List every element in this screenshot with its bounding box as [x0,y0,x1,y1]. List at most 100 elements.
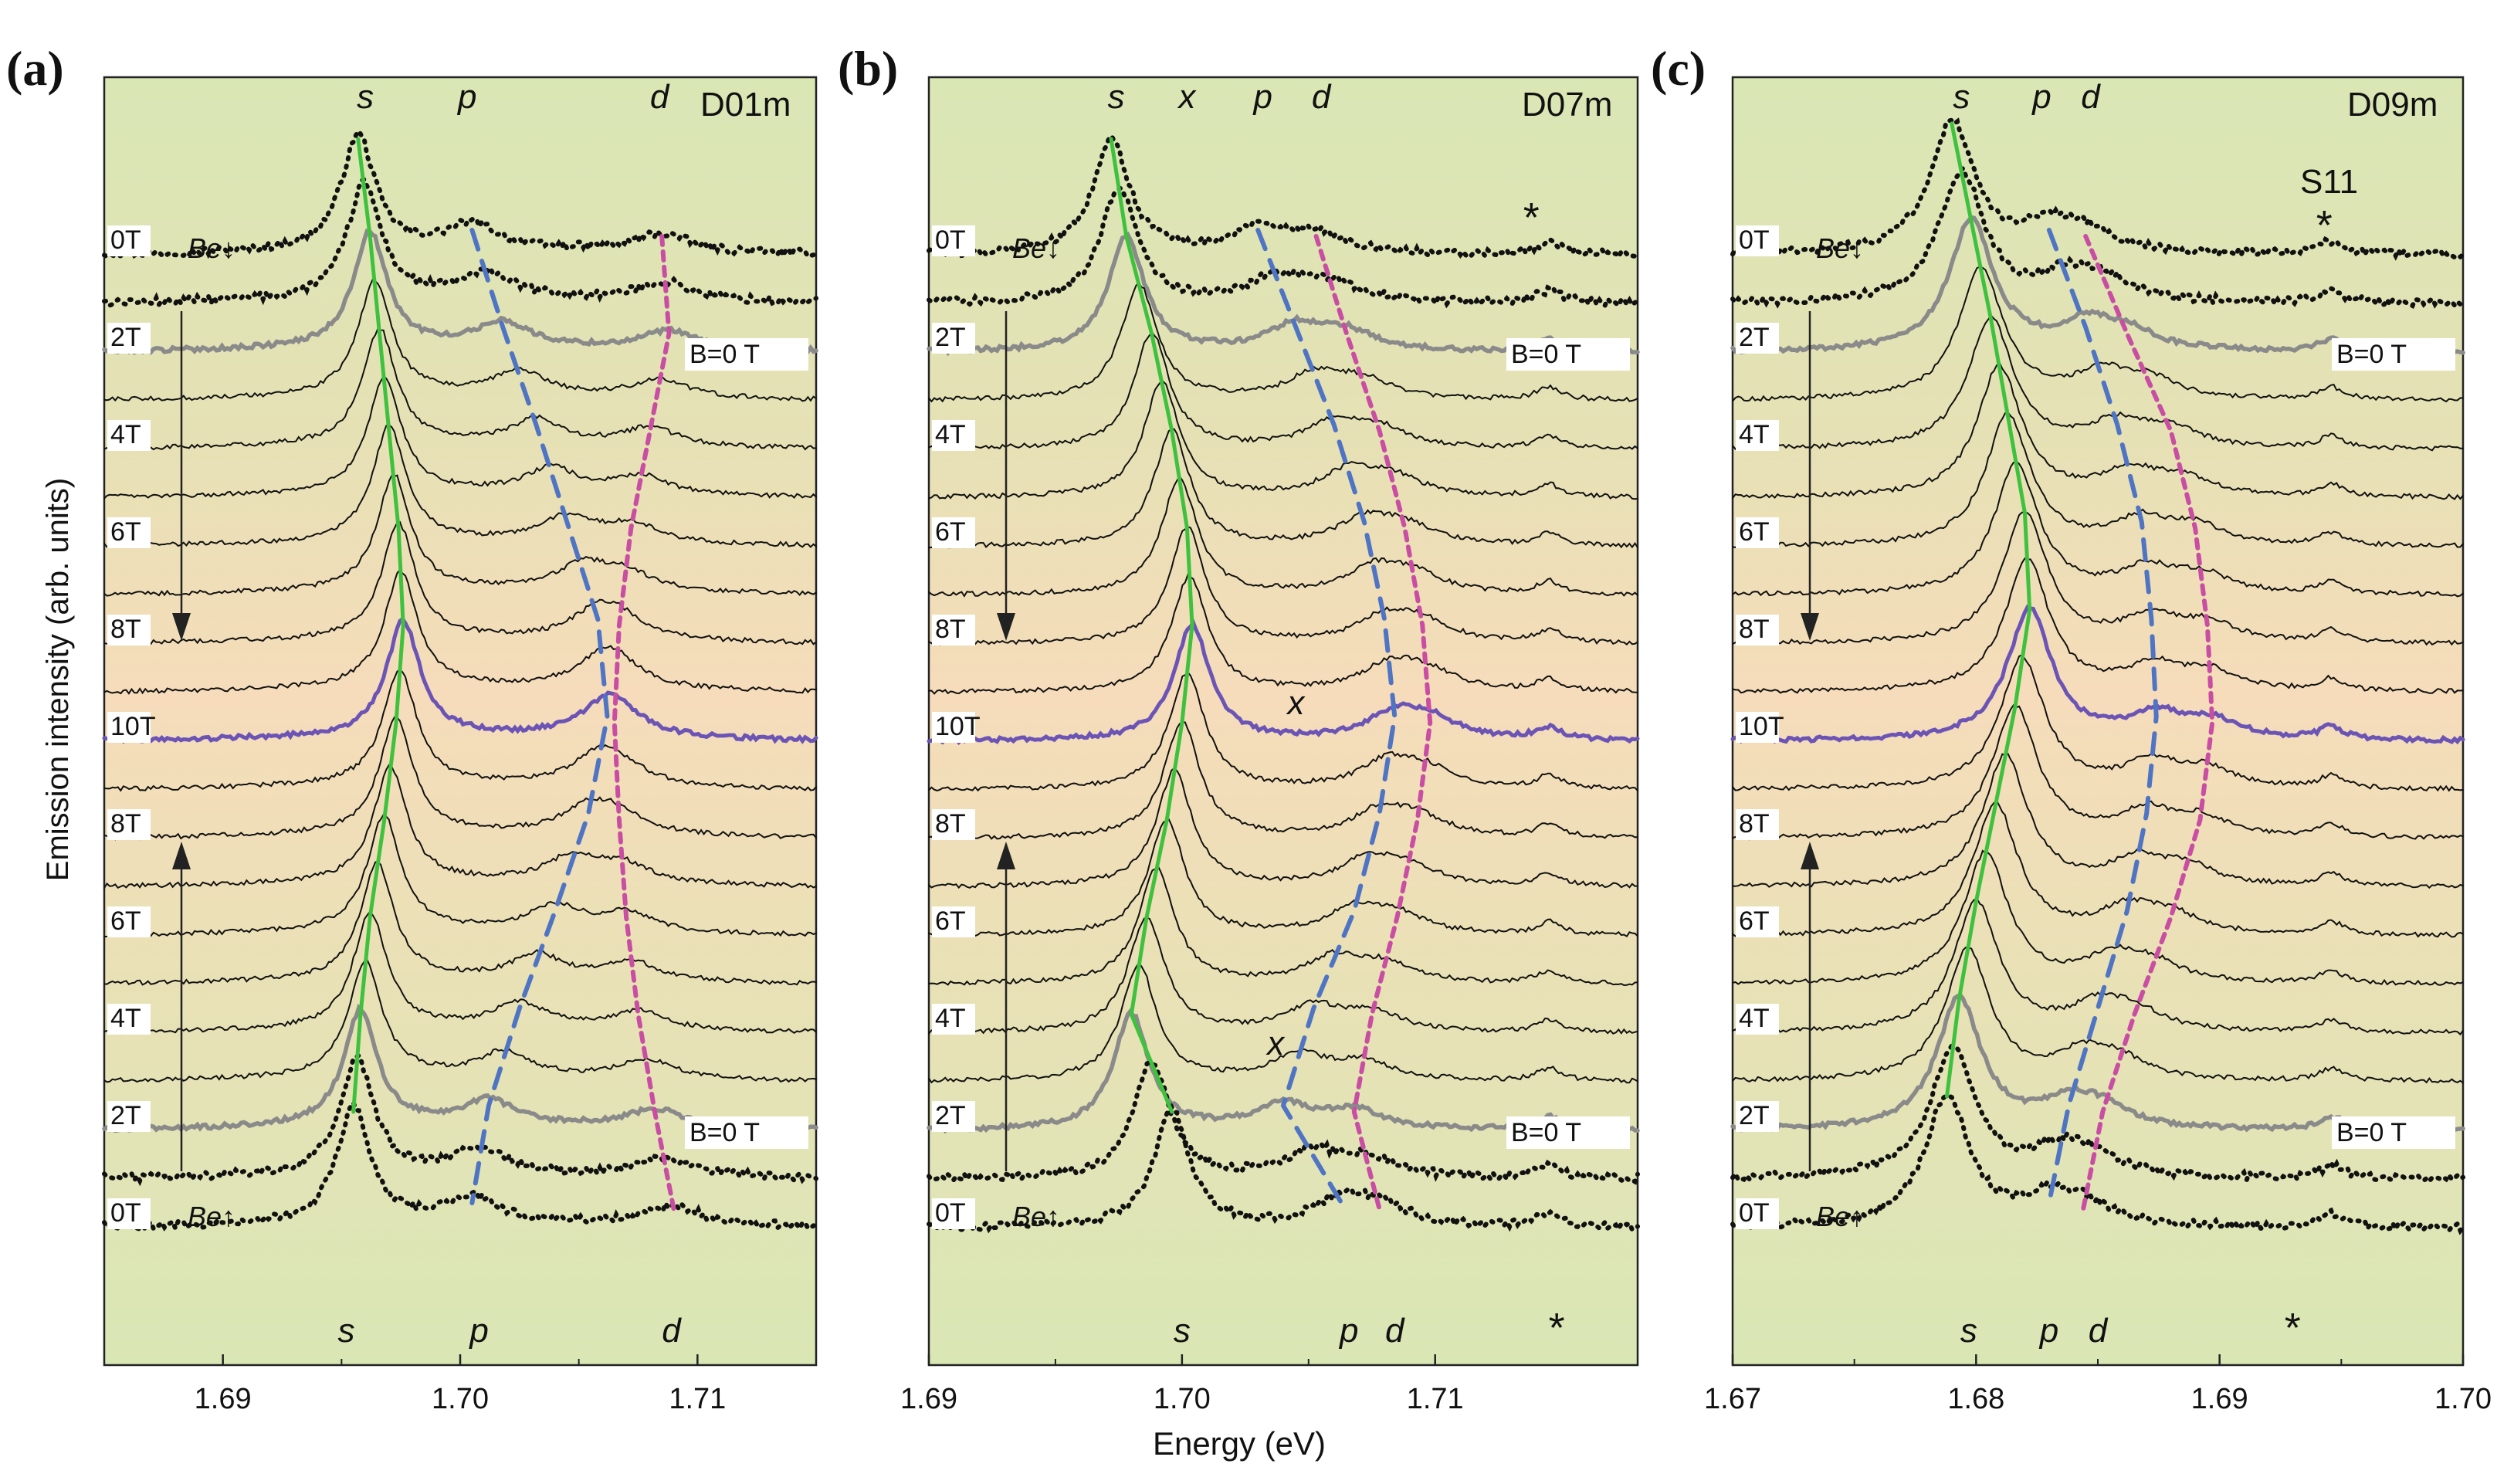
field-label-box [107,517,151,548]
spectrum-line [102,127,818,263]
panel-label: (b) [838,41,898,96]
field-label: 8T [1739,615,1770,644]
field-label: 2T [110,1101,141,1130]
field-label-box [107,809,151,840]
peak-label-bottom: s [1174,1312,1191,1350]
spectrum-line [103,327,817,451]
field-label: 4T [110,1004,141,1033]
spectrum-line [928,721,1638,840]
field-label: 2T [1739,323,1770,352]
s-peak-guide [351,137,405,1114]
sample-name: D09m [2347,86,2438,124]
sweep-up-label: Be↑ [1012,1201,1060,1232]
spectrum-line [928,916,1638,1035]
field-label: 10T [1739,712,1784,741]
peak-label-bottom: p [1338,1312,1358,1350]
peak-label-top: d [650,78,670,116]
spectrum-line [102,229,818,355]
plot-frame [927,76,1639,1367]
field-label: 8T [935,809,966,839]
peak-label-top: p [2031,78,2051,116]
spectrum-line [103,668,817,792]
peak-label-top: * [2316,202,2333,249]
spectrum-line [1732,799,2464,938]
x-tick-label: 1.69 [2191,1383,2248,1415]
sweep-down-arrowhead [172,613,191,641]
x-tick-label: 1.68 [1947,1383,2004,1415]
spectrum-line [928,428,1638,549]
zero-field-label-box [1506,338,1630,371]
field-label-box [932,712,975,743]
field-label-box [1736,323,1779,354]
sweep-up-label: Be↑ [188,1201,235,1232]
zero-field-label-box [685,1116,808,1149]
spectrum-line [928,573,1638,695]
peak-label-top: p [456,78,476,116]
peak-label-top: d [1312,78,1332,116]
spectrum-line [102,1097,818,1235]
field-label-box [1736,1004,1779,1035]
sweep-down-label: Be↓ [188,232,235,264]
spectrum-line [1730,1093,2465,1235]
field-label-box [1736,225,1779,256]
field-label: 6T [1739,517,1770,547]
zero-field-label-box [685,338,808,371]
field-label-box [932,517,975,548]
field-label-box [1736,712,1779,743]
field-label: 4T [935,420,966,449]
peak-label-bottom: p [468,1312,488,1350]
spectrum-line [1730,117,2465,262]
zero-field-label: B=0 T [2336,340,2407,369]
field-label: 6T [110,906,141,936]
field-label: 0T [935,225,966,255]
field-label-box [107,1198,151,1229]
x-tick-label: 1.70 [1154,1383,1211,1415]
spectrum-line [1732,752,2464,889]
peak-label-top: S11 [2300,163,2358,201]
panel-b: (b) D07m 1.69 1.70 1.71 0T 2T 4T 6T 8T 10T 8T 6T 4T 2T… [838,41,1640,1415]
sweep-up-arrowhead [1801,842,1819,869]
field-label: 8T [935,615,966,644]
peak-label-bottom: * [2285,1305,2301,1351]
field-label: 6T [110,517,141,547]
peak-label-top: x [1177,78,1197,116]
spectrum-line [1732,703,2464,841]
field-label-box [932,323,975,354]
peak-label-top: s [1108,78,1125,116]
peak-label-bottom: s [1960,1312,1977,1350]
field-label: 4T [110,420,141,449]
d-peak-guide [612,234,676,1211]
peak-label-bottom: * [1549,1305,1565,1351]
peak-label-top: s [1953,78,1970,116]
peak-label-bottom: d [2089,1312,2109,1350]
field-label: 8T [110,615,141,644]
field-label-box [1736,1198,1779,1229]
spectrum-line [102,176,818,310]
panel-label: (a) [6,41,64,96]
y-axis-label: Emission intensity (arb. units) [41,478,75,881]
p-peak-guide [2046,228,2159,1205]
field-label: 8T [110,809,141,839]
spectrum-line [928,671,1638,792]
field-label-box [107,323,151,354]
field-label-box [107,615,151,645]
spectrum-line [1732,557,2464,694]
field-label-box [107,906,151,937]
spectrum-line [928,526,1638,646]
spectrum-line [928,381,1638,500]
spectrum-line [927,618,1640,746]
sweep-down-arrowhead [1801,613,1819,641]
spectrum-line [102,616,818,744]
x-tick-label: 1.69 [195,1383,252,1415]
field-label: 4T [1739,420,1770,449]
spectrum-line [928,818,1638,938]
spectrum-line [928,961,1638,1084]
spectrum-line [928,280,1638,403]
field-label-box [107,1101,151,1132]
field-label: 0T [1739,225,1770,255]
peak-label-bottom: d [662,1312,682,1350]
peak-label-extra: x [1265,1025,1286,1062]
spectrum-line [103,375,817,500]
zero-field-label: B=0 T [1511,1118,1581,1147]
